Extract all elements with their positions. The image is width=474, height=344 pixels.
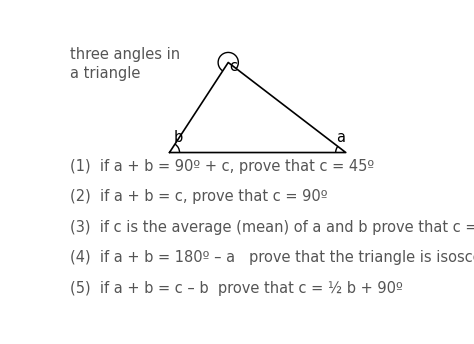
Text: b: b [173,130,182,144]
Text: (2)  if a + b = c, prove that c = 90º: (2) if a + b = c, prove that c = 90º [70,189,328,204]
Text: (3)  if c is the average (mean) of a and b prove that c = 60º: (3) if c is the average (mean) of a and … [70,219,474,235]
Text: (5)  if a + b = c – b  prove that c = ½ b + 90º: (5) if a + b = c – b prove that c = ½ b … [70,281,403,295]
Text: (1)  if a + b = 90º + c, prove that c = 45º: (1) if a + b = 90º + c, prove that c = 4… [70,159,374,174]
Text: c: c [230,60,237,74]
Text: (4)  if a + b = 180º – a   prove that the triangle is isosceles: (4) if a + b = 180º – a prove that the t… [70,250,474,265]
Text: a: a [337,130,346,144]
Text: three angles in
a triangle: three angles in a triangle [70,46,181,82]
